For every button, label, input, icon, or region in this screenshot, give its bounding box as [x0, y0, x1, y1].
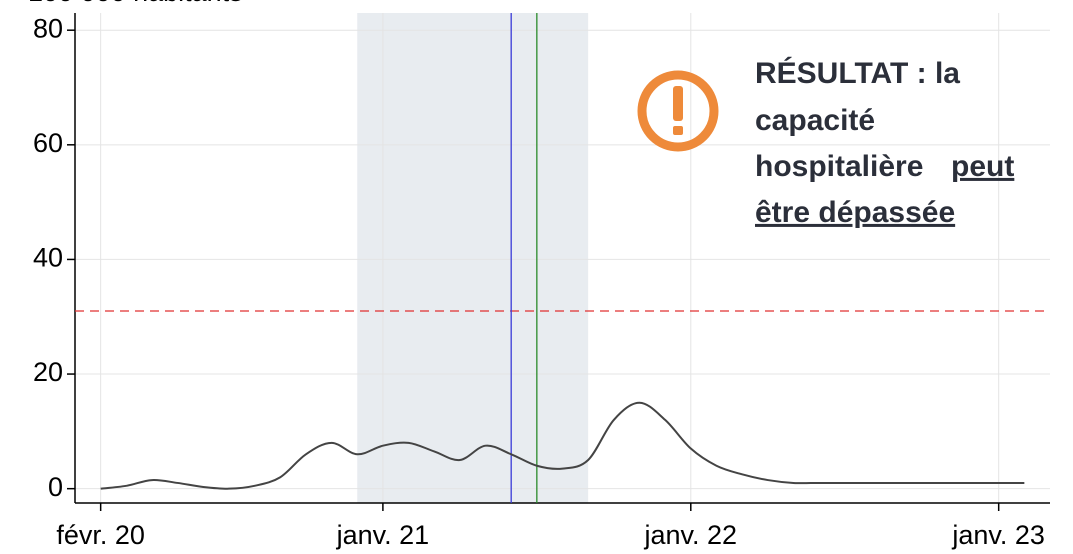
annotation-text: peut — [951, 150, 1014, 183]
y-tick-label: 20 — [33, 357, 63, 387]
plot: 0 20 40 60 80 févr. 20 janv. 21 janv. 22 janv. 2… — [28, 0, 1050, 550]
y-tick-label: 80 — [33, 13, 63, 43]
warning-icon-bar — [673, 86, 683, 121]
shaded-period — [357, 13, 589, 503]
warning-icon-dot — [673, 126, 683, 135]
x-tick-label: janv. 23 — [951, 520, 1045, 550]
y-tick-label: 40 — [33, 243, 63, 273]
y-tick-label: 0 — [48, 472, 63, 502]
annotation-text: RÉSULTAT : la — [755, 56, 960, 90]
median-line — [100, 401, 1025, 490]
warning-icon — [637, 70, 719, 152]
y-axis-label: 100 000 habitants — [28, 0, 243, 7]
x-tick-label: janv. 21 — [336, 520, 430, 550]
annotation-text: capacité — [755, 104, 875, 137]
y-tick-label: 60 — [33, 128, 63, 158]
x-tick-label: févr. 20 — [56, 520, 145, 550]
annotation-text: hospitalière — [755, 150, 923, 183]
annotation-text: être dépassée — [755, 196, 955, 229]
x-tick-label: janv. 22 — [644, 520, 738, 550]
